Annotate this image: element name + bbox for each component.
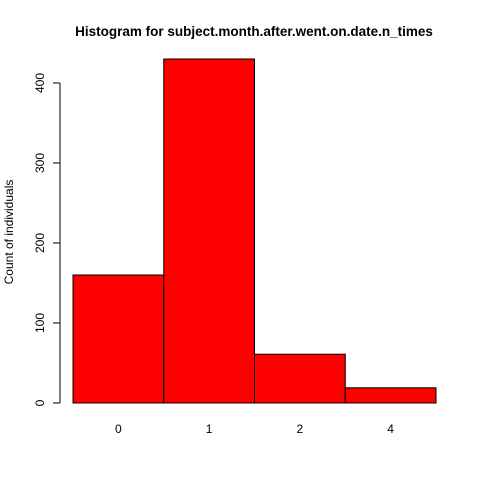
x-tick-label-0: 0 [115, 422, 122, 436]
y-tick-label: 0 [33, 399, 47, 406]
chart-title: Histogram for subject.month.after.went.o… [75, 24, 433, 39]
y-tick-label: 400 [33, 73, 47, 93]
x-tick-label-2: 2 [297, 422, 304, 436]
bar-0 [72, 274, 165, 404]
x-tick-label-1: 1 [206, 422, 213, 436]
y-axis: 0 100 200 300 400 [33, 73, 61, 406]
y-tick-label: 100 [33, 313, 47, 333]
bar-4 [344, 387, 437, 404]
bar-2 [254, 353, 346, 404]
y-axis-label: Count of individuals [2, 180, 16, 285]
y-tick-label: 300 [33, 153, 47, 173]
x-axis-labels: 0 1 2 4 [115, 422, 394, 436]
y-tick-label: 200 [33, 233, 47, 253]
x-tick-label-4: 4 [387, 422, 394, 436]
bar-1 [163, 58, 255, 404]
bars-group [72, 58, 437, 404]
